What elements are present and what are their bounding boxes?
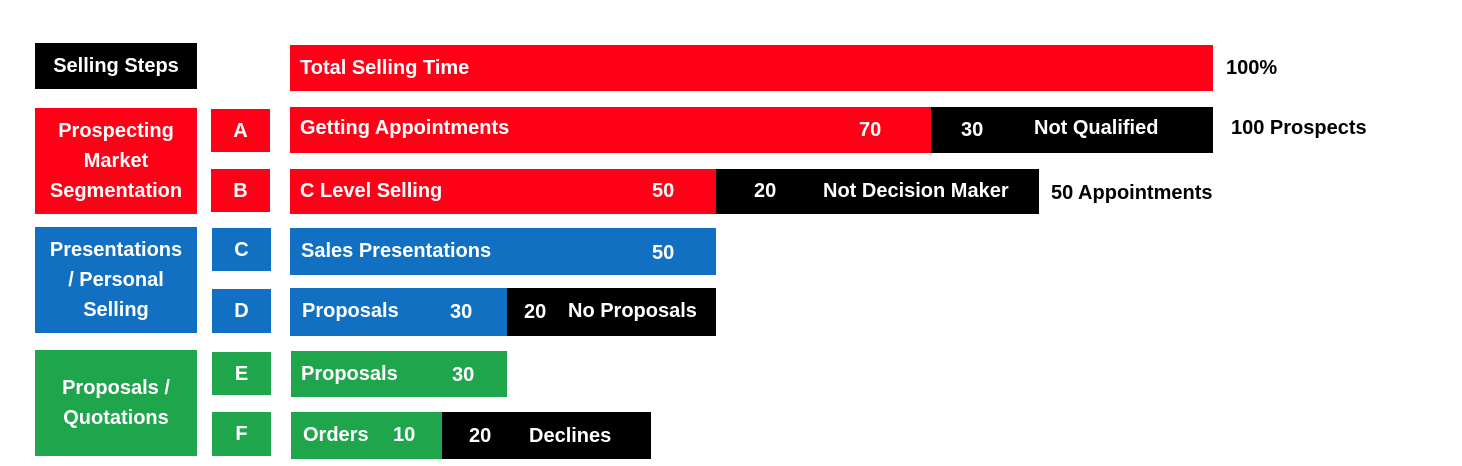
step-e: E: [212, 352, 271, 395]
bar-f-neg-value: 20: [469, 425, 492, 447]
bar-not-qualified: [931, 107, 1213, 153]
bar-a-neg-label: Not Qualified: [1034, 117, 1159, 139]
bar-f-value: 10: [393, 424, 416, 446]
bar-b-label: C Level Selling: [300, 180, 443, 202]
bar-c-label: Sales Presentations: [301, 240, 492, 262]
bar-b-value: 50: [652, 180, 675, 202]
bar-sales-presentations: [290, 228, 716, 275]
step-d-label: D: [234, 300, 249, 322]
bar-c-level-selling: [290, 169, 717, 214]
bar-d-value: 30: [450, 301, 473, 323]
stage-proposals-label: Proposals / Quotations: [62, 377, 170, 429]
bar-e-value: 30: [452, 364, 475, 386]
step-a: A: [211, 109, 270, 152]
bar-d-neg-value: 20: [524, 301, 547, 323]
bar-a-neg-value: 30: [961, 119, 984, 141]
step-d: D: [212, 289, 271, 333]
bar-orders: [291, 412, 443, 459]
bar-total-selling-time: [290, 45, 1213, 91]
bar-proposals-presentations: [290, 288, 508, 336]
bar-e-label: Proposals: [301, 363, 398, 385]
bar-no-proposals: [507, 288, 716, 336]
bar-not-decision-maker: [716, 169, 1039, 214]
stage-proposals: Proposals / Quotations: [35, 350, 197, 456]
step-f-label: F: [235, 423, 248, 445]
selling-steps-header: Selling Steps: [35, 43, 197, 89]
bar-f-label: Orders: [303, 424, 369, 446]
stage-presentations: Presentations / Personal Selling: [35, 227, 197, 333]
bar-d-neg-label: No Proposals: [568, 300, 697, 322]
bar-getting-appointments: [290, 107, 932, 153]
bar-a-value: 70: [859, 119, 882, 141]
bar-total-label: Total Selling Time: [300, 57, 470, 79]
step-a-label: A: [233, 119, 248, 142]
bar-b-neg-value: 20: [754, 180, 777, 202]
stage-prospecting: Prospecting Market Segmentation: [35, 108, 197, 214]
step-b-label: B: [233, 179, 248, 202]
bar-a-label: Getting Appointments: [300, 117, 510, 139]
step-e-label: E: [234, 362, 249, 385]
bar-proposals-quotations: [291, 351, 507, 397]
stage-prospecting-label: Prospecting Market Segmentation: [49, 120, 183, 202]
bar-c-value: 50: [652, 242, 675, 264]
bar-declines: [442, 412, 651, 459]
step-b: B: [211, 169, 270, 212]
stage-presentations-label: Presentations / Personal Selling: [49, 239, 183, 321]
bar-b-side-label: 50 Appointments: [1051, 182, 1213, 204]
step-c: C: [212, 228, 271, 271]
selling-steps-label: Selling Steps: [53, 55, 179, 77]
bar-total-side-label: 100%: [1226, 57, 1278, 79]
bar-f-neg-label: Declines: [529, 425, 612, 447]
bar-d-label: Proposals: [302, 300, 399, 322]
bar-a-side-label: 100 Prospects: [1231, 117, 1367, 139]
bar-b-neg-label: Not Decision Maker: [823, 180, 1009, 202]
step-c-label: C: [234, 238, 249, 261]
step-f: F: [212, 412, 271, 456]
